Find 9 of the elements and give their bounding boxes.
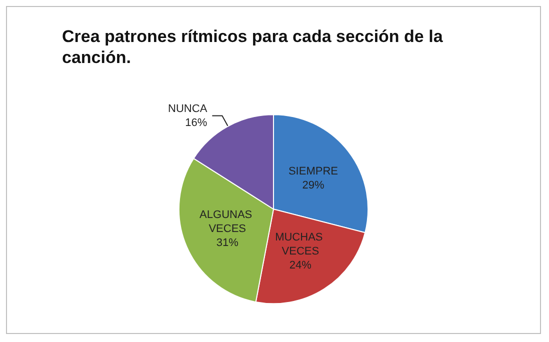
data-label: 31% <box>216 237 239 250</box>
slice-label: MUCHAS VECES <box>275 232 326 258</box>
slice-label: ALGUNAS VECES <box>200 209 256 236</box>
slice-label: NUNCA <box>168 102 208 115</box>
data-label: 16% <box>185 116 208 129</box>
chart-title: Crea patrones rítmicos para cada sección de la canción. <box>62 27 448 67</box>
slice-label: SIEMPRE <box>288 165 338 178</box>
data-label: 29% <box>302 179 324 192</box>
data-label: 24% <box>289 260 312 272</box>
